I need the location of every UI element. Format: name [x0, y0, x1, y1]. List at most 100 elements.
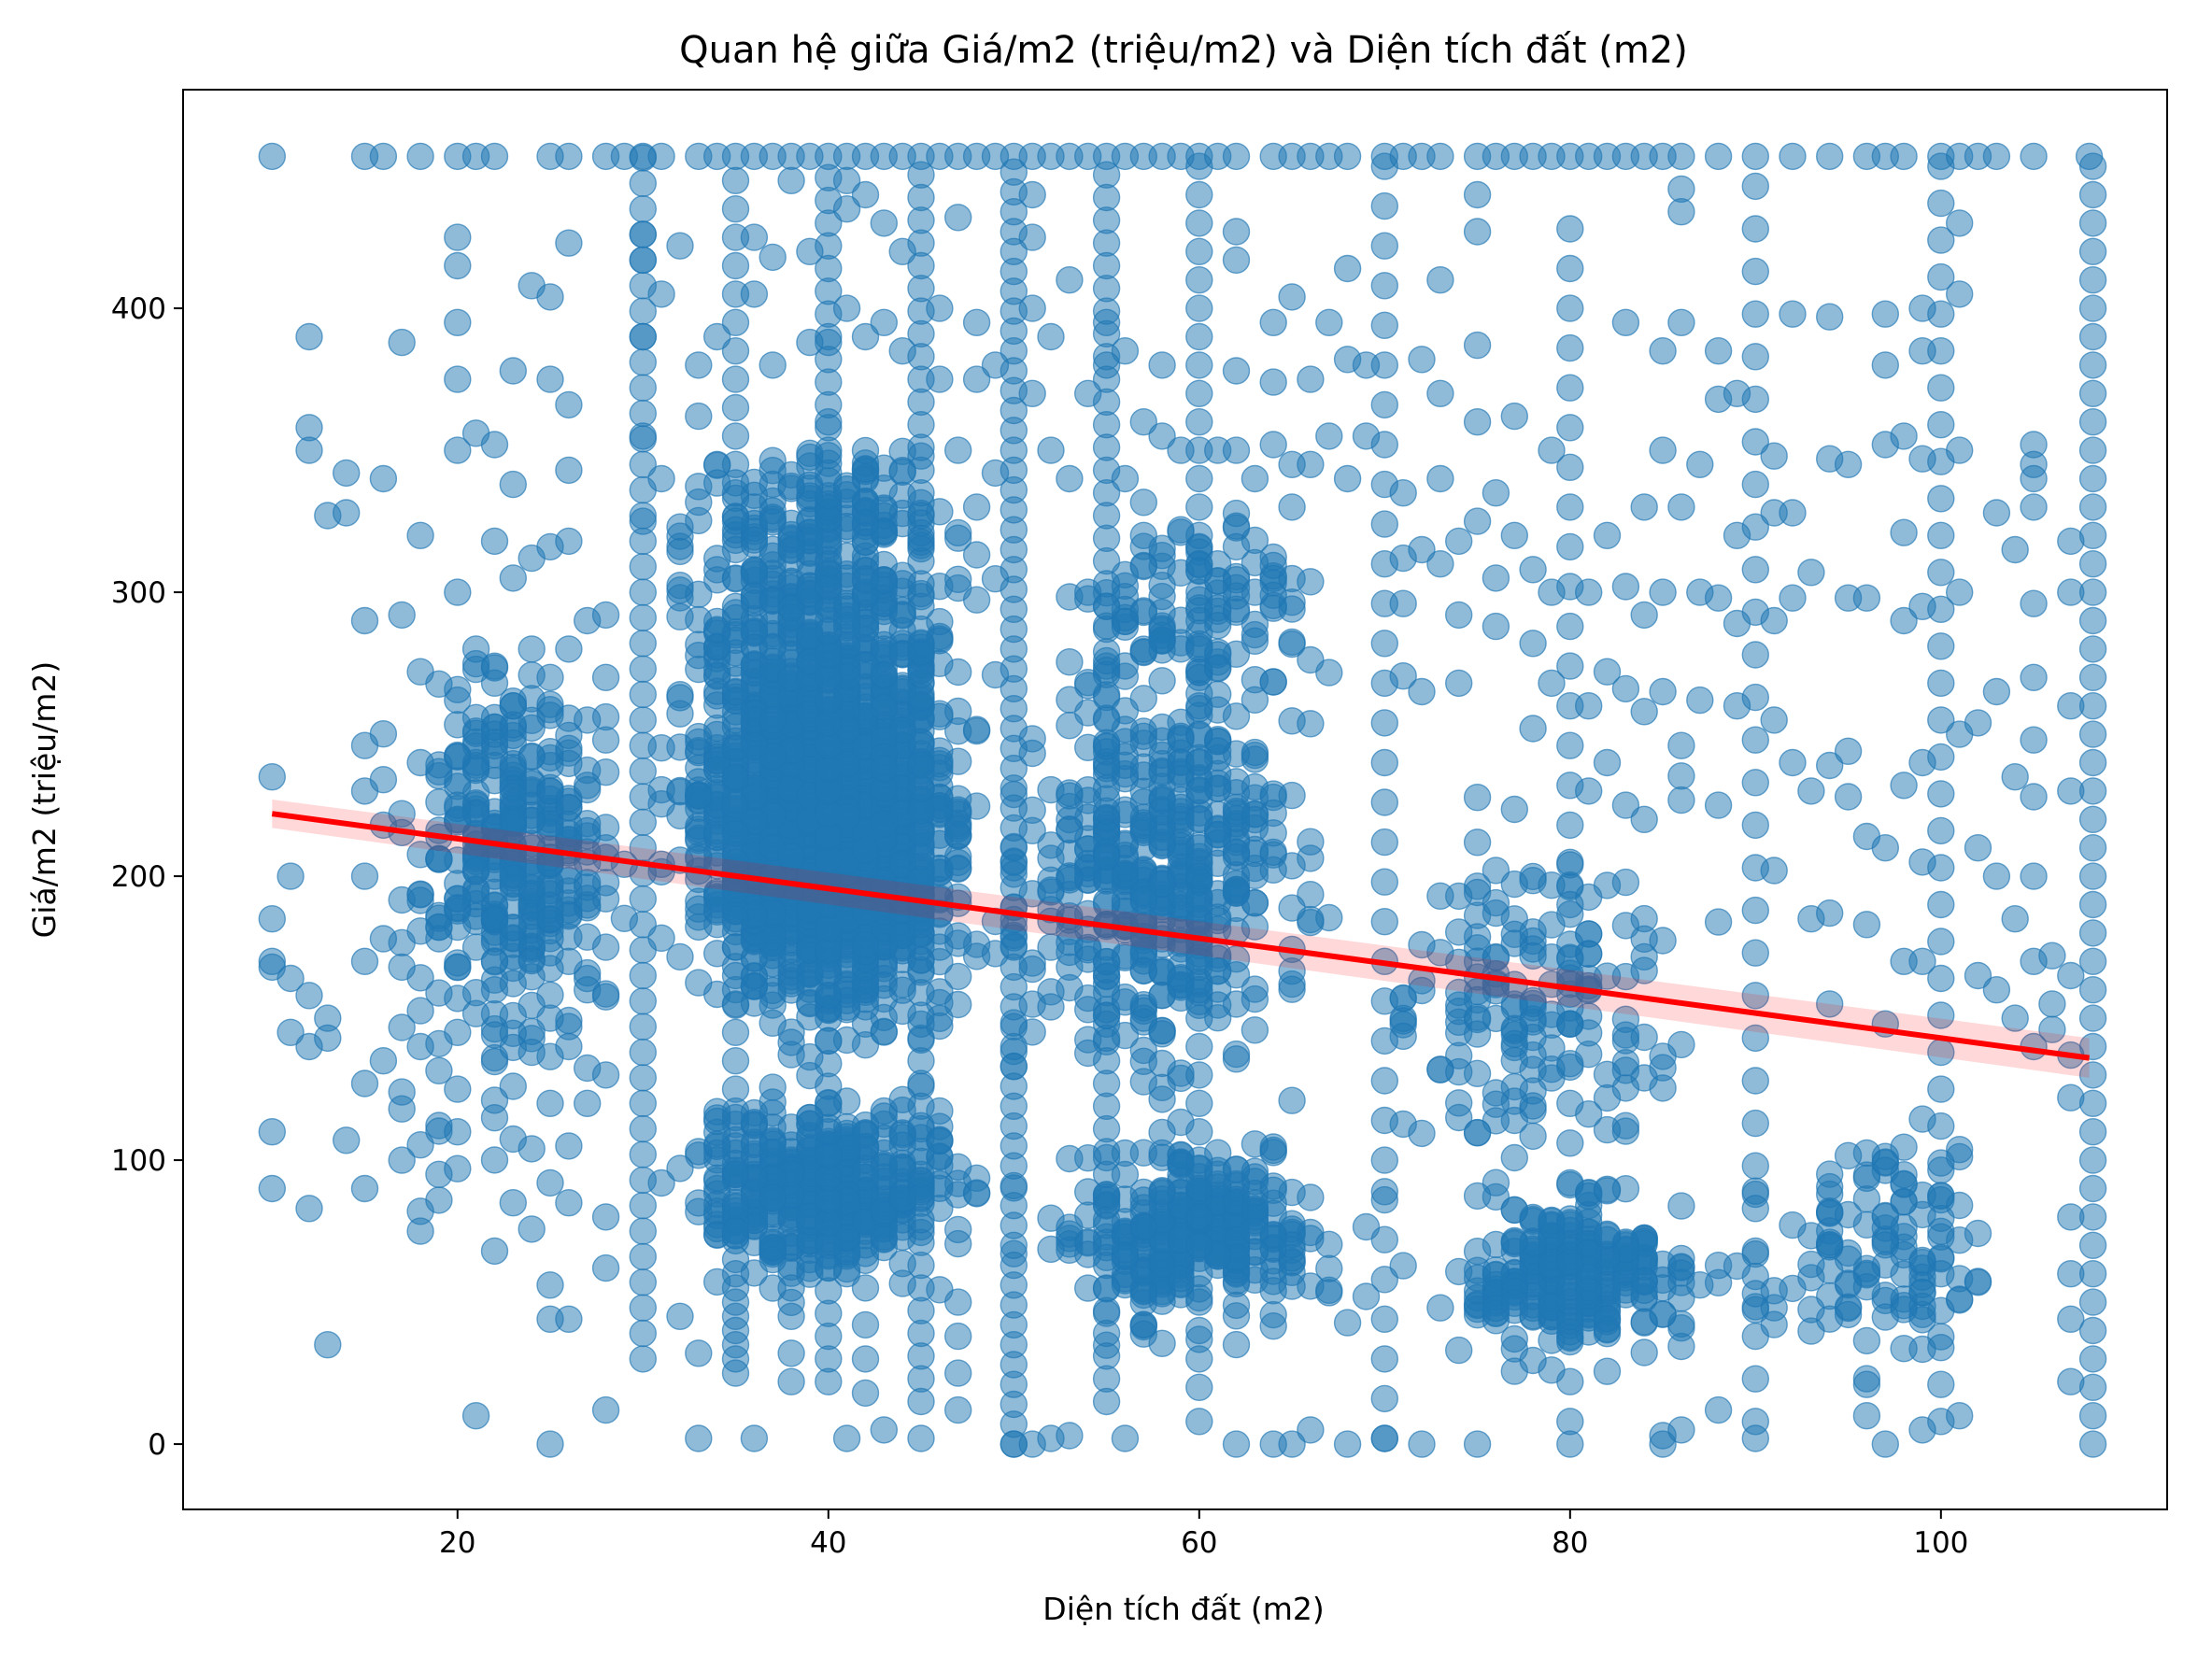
data-point [1611, 1074, 1640, 1102]
data-point [1611, 1174, 1640, 1203]
data-point [1556, 1089, 1584, 1118]
data-point [1779, 1211, 1807, 1239]
data-point [629, 374, 657, 402]
data-point [629, 1294, 657, 1322]
data-point [721, 393, 750, 422]
data-point [480, 975, 509, 1004]
data-point [1185, 748, 1213, 777]
data-point [1129, 1047, 1158, 1076]
data-point [721, 507, 750, 535]
data-point [777, 536, 805, 565]
data-point [629, 655, 657, 683]
data-point [461, 1401, 490, 1430]
data-point [1370, 1106, 1399, 1135]
data-point [295, 436, 323, 464]
data-point [536, 1430, 564, 1458]
data-point [480, 1043, 509, 1072]
data-point [1593, 871, 1622, 899]
data-point [1482, 888, 1510, 917]
data-point [851, 509, 880, 537]
data-point [1241, 620, 1269, 649]
data-point [1815, 1228, 1844, 1256]
data-point [666, 537, 694, 566]
data-point [666, 684, 694, 712]
data-point [1222, 960, 1251, 989]
data-point [1185, 379, 1213, 407]
data-point [870, 454, 898, 482]
data-point [1148, 615, 1176, 643]
data-point [1370, 1384, 1399, 1413]
data-point [2078, 862, 2107, 890]
data-point [629, 1217, 657, 1245]
data-point [1500, 795, 1529, 824]
data-point [1444, 1057, 1473, 1086]
data-point [444, 308, 472, 336]
data-point [388, 1078, 416, 1106]
data-point [444, 953, 472, 981]
data-point [1556, 731, 1584, 759]
data-point [1500, 1143, 1529, 1172]
data-point [1185, 862, 1213, 890]
data-point [444, 1154, 472, 1183]
data-point [1927, 1075, 1955, 1103]
data-point [721, 763, 750, 791]
data-point [1185, 1032, 1213, 1061]
data-point [2078, 1231, 2107, 1260]
data-point [2078, 550, 2107, 578]
data-point [406, 997, 434, 1025]
data-point [1241, 984, 1269, 1013]
data-point [1185, 777, 1213, 805]
data-point [2078, 890, 2107, 919]
data-point [1037, 993, 1065, 1021]
data-point [258, 905, 286, 933]
data-point [1593, 1319, 1622, 1348]
data-point [1927, 485, 1955, 513]
data-point [536, 1004, 564, 1032]
data-point [1241, 1217, 1269, 1245]
data-point [369, 1046, 398, 1075]
data-point [629, 808, 657, 836]
data-point [1852, 1164, 1881, 1193]
data-point [1370, 1146, 1399, 1174]
data-point [461, 754, 490, 783]
data-point [870, 660, 898, 688]
data-point [1148, 1016, 1176, 1045]
data-point [1741, 343, 1770, 371]
data-point [721, 422, 750, 450]
data-point [1519, 1346, 1547, 1375]
data-point [2078, 436, 2107, 464]
data-point [629, 169, 657, 198]
data-point [1185, 890, 1213, 919]
data-point [1259, 668, 1287, 696]
data-point [777, 843, 805, 871]
data-point [536, 365, 564, 393]
data-point [555, 456, 583, 485]
data-point [1927, 632, 1955, 660]
data-point [1463, 1020, 1492, 1048]
data-point [1129, 1310, 1158, 1339]
data-point [2078, 209, 2107, 237]
data-point [1185, 493, 1213, 521]
data-point [1927, 780, 1955, 808]
data-point [1556, 333, 1584, 362]
data-point [721, 479, 750, 507]
data-point [480, 862, 509, 890]
data-point [721, 677, 750, 706]
data-point [1927, 1333, 1955, 1362]
data-point [1056, 782, 1084, 810]
data-point [258, 1174, 286, 1203]
data-point [1222, 702, 1251, 730]
data-point [1556, 414, 1584, 442]
data-point [2078, 606, 2107, 635]
data-point [1500, 1072, 1529, 1101]
data-point [444, 885, 472, 913]
data-point [518, 1038, 546, 1067]
data-point [721, 621, 750, 649]
data-point [1370, 868, 1399, 896]
data-point [1370, 828, 1399, 857]
data-point [1927, 521, 1955, 549]
data-point [461, 635, 490, 663]
data-point [851, 1111, 880, 1140]
data-point [499, 357, 527, 385]
data-point [2078, 1146, 2107, 1174]
